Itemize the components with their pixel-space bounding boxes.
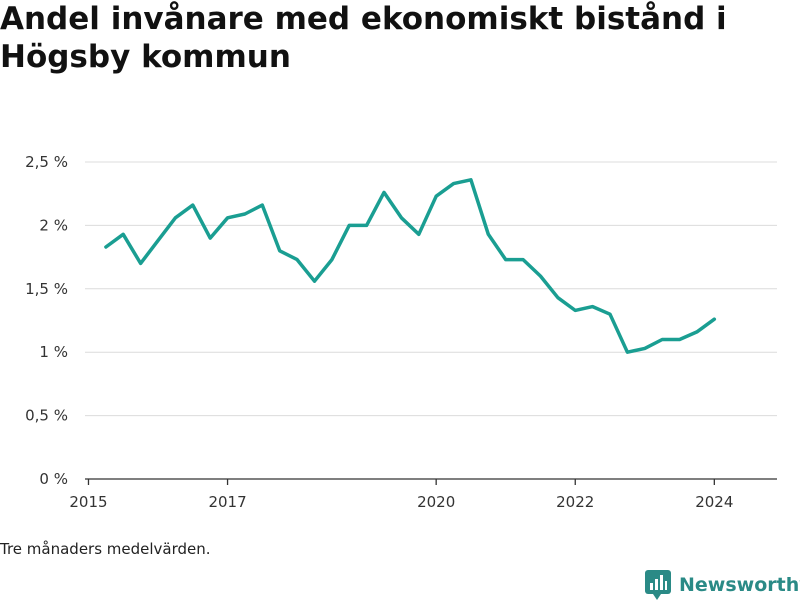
- y-tick-label: 2,5 %: [25, 153, 68, 171]
- chart-title: Andel invånare med ekonomiskt bistånd i …: [0, 1, 727, 75]
- x-tick-label: 2017: [208, 493, 246, 511]
- y-tick-label: 1 %: [39, 343, 68, 361]
- brand-logo[interactable]: Newsworthy: [645, 570, 800, 600]
- x-tick-label: 2020: [417, 493, 455, 511]
- y-tick-label: 0 %: [39, 470, 68, 488]
- series-line: [104, 178, 717, 354]
- footnote: Tre månaders medelvärden.: [0, 540, 211, 558]
- y-tick-label: 2 %: [39, 216, 68, 234]
- bar-chart-logo-icon: [645, 570, 671, 600]
- y-tick-label: 0,5 %: [25, 407, 68, 425]
- line-chart: 0 % 0,5 % 1 % 1,5 % 2 % 2,5 % 2015 2017 2020 202…: [25, 153, 777, 511]
- x-tick-label: 2024: [695, 493, 733, 511]
- series-layer: [104, 178, 717, 354]
- x-tick-label: 2022: [556, 493, 594, 511]
- brand-name: Newsworthy: [679, 574, 800, 596]
- gridlines: [85, 161, 777, 417]
- y-axis: 0 % 0,5 % 1 % 1,5 % 2 % 2,5 %: [25, 153, 68, 488]
- x-tick-label: 2015: [69, 493, 107, 511]
- y-tick-label: 1,5 %: [25, 280, 68, 298]
- x-axis: 2015 2017 2020 2022 2024: [69, 478, 777, 511]
